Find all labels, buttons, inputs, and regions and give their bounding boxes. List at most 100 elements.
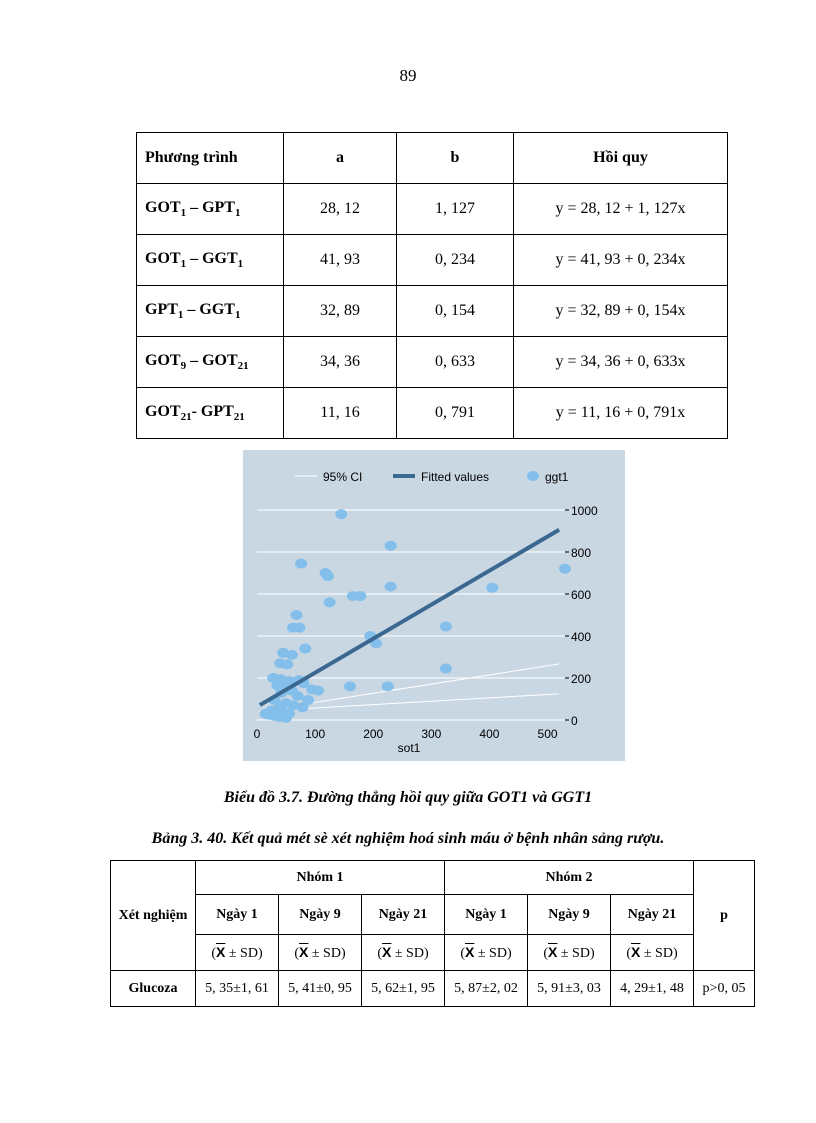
x-tick-label: 0 [254, 727, 261, 741]
day-cell: Ngày 21 [610, 894, 694, 935]
equation-cell: y = 28, 12 + 1, 127x [513, 183, 728, 235]
equation-cell: y = 34, 36 + 0, 633x [513, 336, 728, 388]
y-tick-label: 600 [571, 588, 591, 602]
data-point [290, 610, 303, 620]
data-point [299, 643, 312, 654]
pair-cell: GOT1 – GGT1 [136, 234, 284, 286]
data-point [281, 659, 294, 670]
data-point [302, 695, 315, 706]
table-row: GOT9 – GOT21 34, 36 0, 633 y = 34, 36 + … [136, 336, 728, 388]
header-b: b [396, 132, 514, 184]
data-point [439, 663, 452, 674]
regression-table: Phương trình a b Hồi quy GOT1 – GPT1 28,… [136, 132, 728, 439]
data-point [559, 563, 571, 574]
data-point [295, 558, 308, 569]
header-p: p [693, 860, 755, 971]
stat-row: (X ± SD) (X ± SD) (X ± SD) (X ± SD) (X ±… [111, 934, 755, 971]
stat-cell: (X ± SD) [361, 934, 445, 971]
a-cell: 28, 12 [283, 183, 397, 235]
results-table: Xét nghiệm Nhóm 1 Nhóm 2 p Ngày 1 Ngày 9… [110, 860, 755, 1007]
value-cell: 5, 62±1, 95 [361, 970, 445, 1007]
stat-cell: (X ± SD) [527, 934, 611, 971]
legend-point-label: ggt1 [545, 470, 569, 484]
a-cell: 41, 93 [283, 234, 397, 286]
results-header-row: Xét nghiệm Nhóm 1 Nhóm 2 p [110, 860, 755, 971]
stat-cell: (X ± SD) [195, 934, 279, 971]
data-point [343, 681, 356, 692]
b-cell: 0, 791 [396, 387, 514, 439]
data-point [312, 685, 325, 696]
y-tick-label: 200 [571, 672, 591, 686]
data-point [323, 597, 336, 608]
a-cell: 34, 36 [283, 336, 397, 388]
chart-background [243, 450, 625, 761]
header-group-1: Nhóm 1 [195, 860, 445, 895]
pair-cell: GOT9 – GOT21 [136, 336, 284, 388]
pair-cell: GOT21- GPT21 [136, 387, 284, 439]
day-cell: Ngày 9 [527, 894, 611, 935]
x-axis-label: sot1 [398, 741, 421, 755]
y-tick-label: 0 [571, 714, 578, 728]
equation-cell: y = 32, 89 + 0, 154x [513, 285, 728, 337]
table-row: GOT21- GPT21 11, 16 0, 791 y = 11, 16 + … [136, 387, 728, 439]
test-name-cell: Glucoza [110, 970, 196, 1007]
p-value-cell: p>0, 05 [693, 970, 755, 1007]
day-cell: Ngày 1 [444, 894, 528, 935]
value-cell: 4, 29±1, 48 [610, 970, 694, 1007]
y-tick-label: 800 [571, 546, 591, 560]
ci-lower-line [259, 693, 560, 712]
fitted-line [258, 528, 561, 707]
data-point [486, 582, 499, 593]
y-tick-label: 1000 [571, 504, 598, 518]
day-cell: Ngày 21 [361, 894, 445, 935]
table-row: GOT1 – GGT1 41, 93 0, 234 y = 41, 93 + 0… [136, 234, 728, 286]
header-group-2: Nhóm 2 [444, 860, 694, 895]
x-tick-label: 400 [479, 727, 499, 741]
b-cell: 0, 234 [396, 234, 514, 286]
header-a: a [283, 132, 397, 184]
page-number: 89 [399, 66, 417, 85]
data-point [296, 702, 309, 713]
data-point [293, 622, 306, 633]
x-tick-label: 200 [363, 727, 383, 741]
equation-cell: y = 41, 93 + 0, 234x [513, 234, 728, 286]
value-cell: 5, 35±1, 61 [195, 970, 279, 1007]
data-point [381, 681, 394, 692]
table-row: Glucoza 5, 35±1, 61 5, 41±0, 95 5, 62±1,… [110, 970, 755, 1007]
a-cell: 11, 16 [283, 387, 397, 439]
x-tick-label: 300 [421, 727, 441, 741]
legend-point-swatch [527, 471, 539, 481]
value-cell: 5, 41±0, 95 [278, 970, 362, 1007]
header-regression: Hồi quy [513, 132, 728, 184]
b-cell: 0, 633 [396, 336, 514, 388]
legend-ci-label: 95% CI [323, 470, 362, 484]
chart-caption: Biểu đồ 3.7. Đường thẳng hồi quy giữa GO… [223, 789, 593, 806]
y-tick-label: 400 [571, 630, 591, 644]
b-cell: 0, 154 [396, 285, 514, 337]
data-point [259, 708, 272, 719]
day-cell: Ngày 1 [195, 894, 279, 935]
data-point [280, 712, 293, 723]
data-point [291, 690, 304, 701]
table-row: GPT1 – GGT1 32, 89 0, 154 y = 32, 89 + 0… [136, 285, 728, 337]
regression-header-row: Phương trình a b Hồi quy [136, 132, 728, 184]
stat-cell: (X ± SD) [444, 934, 528, 971]
a-cell: 32, 89 [283, 285, 397, 337]
data-point [384, 540, 397, 551]
table-caption: Bảng 3. 40. Kết quả mét sè xét nghiệm ho… [151, 830, 665, 847]
data-point [335, 509, 348, 520]
pair-cell: GOT1 – GPT1 [136, 183, 284, 235]
header-test: Xét nghiệm [110, 860, 196, 971]
b-cell: 1, 127 [396, 183, 514, 235]
day-cell: Ngày 9 [278, 894, 362, 935]
legend-fit-label: Fitted values [421, 470, 489, 484]
x-tick-label: 500 [538, 727, 558, 741]
stat-cell: (X ± SD) [278, 934, 362, 971]
data-point [384, 581, 397, 592]
scatter-chart: 0 200 400 600 800 1000 0 100 200 300 400 500 sot1 95%… [243, 450, 625, 761]
data-point [439, 621, 452, 632]
data-point [287, 700, 300, 711]
value-cell: 5, 91±3, 03 [527, 970, 611, 1007]
data-point [285, 649, 298, 660]
pair-cell: GPT1 – GGT1 [136, 285, 284, 337]
